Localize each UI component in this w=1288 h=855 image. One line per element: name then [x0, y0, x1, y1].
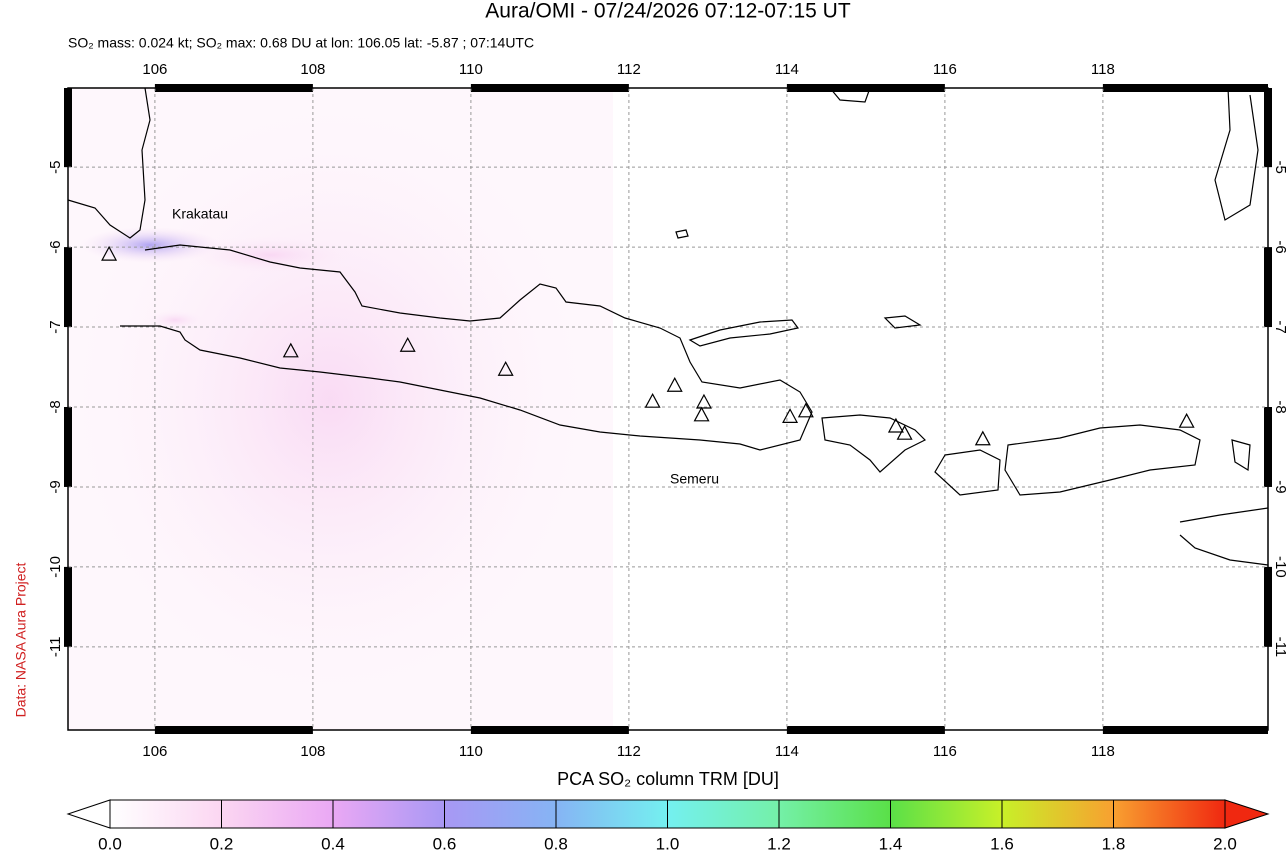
x-tick-label: 114 — [775, 743, 799, 760]
y-tick-label: -9 — [47, 480, 64, 493]
volcano-marker — [497, 360, 514, 376]
colorbar-tick-label: 1.8 — [1102, 834, 1126, 853]
colorbar-tick-label: 1.2 — [767, 834, 791, 853]
colorbar-tick-label: 2.0 — [1213, 834, 1237, 853]
credit: Data: NASA Aura Project — [13, 562, 29, 717]
colorbar-tick-label: 1.6 — [990, 834, 1014, 853]
x-tick-label: 108 — [300, 743, 325, 760]
y-tick-label: -5 — [47, 160, 64, 173]
volcano-marker — [1178, 412, 1195, 428]
x-tick-label: 116 — [933, 743, 957, 760]
x-tick-label: 110 — [459, 743, 483, 760]
y-tick-label: -10 — [1272, 556, 1288, 578]
y-tick-label: -11 — [47, 637, 64, 658]
volcano-label: Krakatau — [172, 206, 228, 222]
y-tick-label: -5 — [1272, 160, 1288, 173]
x-tick-label: 106 — [142, 743, 167, 760]
y-tick-label: -10 — [47, 556, 64, 578]
colorbar-tick-label: 0.8 — [544, 834, 568, 853]
volcano-marker — [782, 408, 799, 423]
y-tick-label: -8 — [1272, 400, 1288, 413]
volcano-marker — [644, 392, 661, 408]
y-tick-label: -11 — [1272, 637, 1288, 658]
volcano-marker — [101, 245, 118, 261]
colorbar-tick-label: 1.0 — [656, 834, 680, 853]
colorbar-min-arrow — [66, 799, 111, 829]
volcano-marker — [974, 430, 991, 446]
x-tick-label: 112 — [617, 743, 641, 760]
volcano-marker — [887, 417, 904, 433]
x-tick-label: 116 — [933, 61, 957, 78]
map-frame — [67, 87, 1269, 731]
colorbar-max-arrow — [1224, 799, 1270, 829]
colorbar-tick-label: 0.2 — [210, 834, 234, 853]
colorbar-tick-label: 1.4 — [879, 834, 903, 853]
volcano-marker — [695, 393, 712, 409]
so2-field — [68, 88, 613, 730]
y-tick-label: -9 — [1272, 480, 1288, 493]
volcano-marker — [896, 424, 913, 440]
y-tick-label: -6 — [1272, 240, 1288, 253]
y-tick-label: -8 — [47, 400, 64, 413]
colorbar-label: PCA SO₂ column TRM [DU] — [557, 769, 779, 789]
coastlines — [67, 87, 1269, 566]
x-tick-label: 108 — [300, 61, 325, 78]
x-tick-label: 118 — [1091, 61, 1115, 78]
volcano-marker — [399, 336, 416, 352]
x-tick-label: 110 — [459, 61, 483, 78]
volcano-marker — [666, 376, 683, 392]
y-tick-label: -7 — [47, 320, 64, 333]
title: Aura/OMI - 07/24/2026 07:12-07:15 UT — [485, 0, 851, 23]
volcano-marker — [282, 342, 299, 358]
x-tick-label: 114 — [775, 61, 799, 78]
volcano-marker — [797, 402, 814, 418]
x-tick-label: 112 — [617, 61, 641, 78]
colorbar-tick-label: 0.4 — [321, 834, 345, 853]
volcano-label: Semeru — [670, 471, 719, 487]
volcanoes — [101, 245, 1195, 446]
y-tick-label: -6 — [47, 240, 64, 253]
x-tick-label: 118 — [1091, 743, 1115, 760]
colorbar-tick-label: 0.6 — [433, 834, 457, 853]
volcano-marker — [693, 406, 710, 422]
subtitle: SO₂ mass: 0.024 kt; SO₂ max: 0.68 DU at … — [68, 35, 534, 51]
x-tick-label: 106 — [142, 61, 167, 78]
colorbar-tick-label: 0.0 — [98, 834, 122, 853]
y-tick-label: -7 — [1272, 320, 1288, 333]
